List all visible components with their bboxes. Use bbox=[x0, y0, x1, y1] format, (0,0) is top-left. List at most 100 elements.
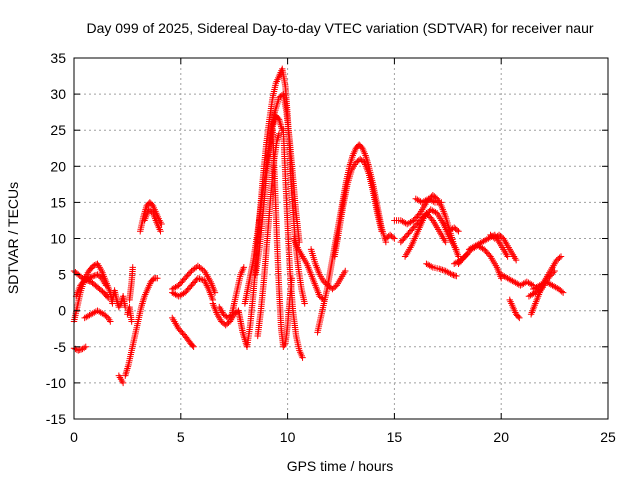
data-point bbox=[172, 284, 179, 291]
data-point bbox=[430, 208, 438, 215]
y-axis-label: SDTVAR / TECUs bbox=[5, 182, 21, 294]
data-point bbox=[420, 198, 427, 205]
data-point bbox=[501, 273, 508, 280]
data-point bbox=[507, 276, 515, 284]
data-point bbox=[94, 307, 101, 314]
data-point bbox=[544, 279, 551, 286]
data-point bbox=[536, 286, 544, 294]
data-point bbox=[107, 318, 114, 325]
data-point bbox=[197, 276, 205, 283]
data-point bbox=[469, 244, 476, 251]
data-point bbox=[455, 253, 462, 260]
data-point bbox=[97, 309, 104, 316]
data-point bbox=[478, 238, 486, 246]
data-point bbox=[429, 207, 436, 214]
data-point bbox=[391, 235, 398, 242]
data-point bbox=[427, 206, 434, 213]
series-arc-23 bbox=[280, 127, 306, 361]
x-tick-label: 0 bbox=[70, 429, 78, 445]
data-point bbox=[533, 284, 540, 291]
data-point bbox=[95, 308, 103, 315]
data-point bbox=[520, 280, 527, 287]
data-point bbox=[194, 275, 202, 282]
data-point bbox=[499, 272, 507, 279]
data-point bbox=[84, 312, 92, 320]
data-point bbox=[447, 270, 454, 277]
data-point bbox=[84, 275, 91, 283]
data-point bbox=[530, 285, 537, 293]
data-point bbox=[447, 226, 455, 233]
data-point bbox=[453, 272, 460, 280]
data-point bbox=[516, 314, 523, 322]
data-point bbox=[157, 228, 164, 235]
series-arc-40 bbox=[506, 296, 523, 322]
data-point bbox=[90, 262, 97, 270]
x-tick-label: 5 bbox=[177, 429, 185, 445]
data-point bbox=[102, 282, 110, 289]
data-point bbox=[196, 264, 203, 271]
data-point bbox=[85, 275, 93, 282]
data-point bbox=[430, 198, 437, 205]
x-tick-label: 20 bbox=[493, 429, 509, 445]
data-point bbox=[87, 274, 94, 281]
y-tick-label: -10 bbox=[46, 375, 66, 391]
data-point bbox=[454, 258, 461, 266]
data-points bbox=[70, 65, 567, 387]
data-point bbox=[128, 318, 135, 325]
chart-title: Day 099 of 2025, Sidereal Day-to-day VTE… bbox=[86, 20, 593, 36]
series-arc-10 bbox=[124, 303, 135, 325]
x-axis-label: GPS time / hours bbox=[287, 458, 394, 474]
data-point bbox=[405, 219, 413, 227]
data-point bbox=[275, 130, 283, 138]
series-arc-34 bbox=[412, 195, 445, 206]
data-point bbox=[438, 199, 445, 206]
data-point bbox=[440, 267, 448, 274]
data-point bbox=[81, 277, 88, 284]
data-point bbox=[88, 273, 95, 280]
data-point bbox=[378, 228, 385, 235]
data-point bbox=[423, 260, 430, 267]
series-arc-28 bbox=[382, 231, 398, 242]
data-point bbox=[81, 314, 88, 322]
data-point bbox=[444, 228, 451, 235]
data-point bbox=[422, 197, 429, 204]
y-tick-label: 0 bbox=[58, 303, 66, 319]
data-point bbox=[486, 251, 493, 259]
series-arc-32 bbox=[423, 260, 460, 280]
data-point bbox=[498, 271, 505, 278]
data-point bbox=[342, 267, 349, 275]
y-tick-label: 25 bbox=[50, 122, 66, 138]
series-arc-22 bbox=[269, 127, 296, 350]
x-tick-label: 15 bbox=[387, 429, 403, 445]
series-arc-42 bbox=[530, 278, 567, 296]
data-point bbox=[460, 254, 468, 261]
data-point bbox=[473, 241, 481, 249]
data-point bbox=[301, 300, 308, 307]
series-arc-24 bbox=[290, 235, 328, 304]
data-point bbox=[428, 197, 435, 204]
data-point bbox=[425, 195, 432, 202]
data-point bbox=[559, 289, 567, 296]
data-point bbox=[532, 289, 539, 296]
data-point bbox=[455, 228, 462, 235]
data-point bbox=[531, 284, 539, 292]
data-point bbox=[80, 344, 88, 352]
data-point bbox=[86, 312, 93, 319]
data-point bbox=[525, 293, 533, 300]
data-point bbox=[426, 196, 434, 203]
data-point bbox=[444, 268, 451, 276]
data-point bbox=[424, 261, 432, 268]
data-point bbox=[442, 238, 449, 246]
data-point bbox=[196, 275, 203, 282]
data-point bbox=[189, 342, 196, 349]
data-point bbox=[504, 253, 511, 260]
data-point bbox=[465, 246, 473, 253]
data-point bbox=[463, 251, 471, 258]
data-point bbox=[517, 282, 524, 289]
series-arc-27 bbox=[307, 246, 349, 293]
data-point bbox=[397, 217, 405, 224]
data-point bbox=[512, 279, 519, 286]
data-point bbox=[170, 290, 178, 297]
data-point bbox=[527, 292, 534, 299]
